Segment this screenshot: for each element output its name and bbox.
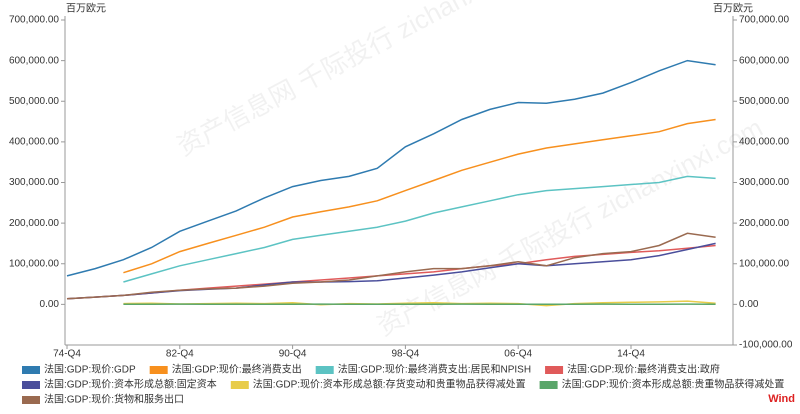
- legend-swatch: [545, 366, 563, 374]
- y2-tick-label: 500,000.00: [739, 96, 789, 107]
- y2-tick-label: 200,000.00: [739, 218, 789, 229]
- legend-label: 法国:GDP:现价:最终消费支出:居民和NPISH: [338, 363, 531, 376]
- legend-swatch: [22, 366, 40, 374]
- legend-label: 法国:GDP:现价:GDP: [44, 363, 136, 376]
- legend-swatch: [316, 366, 334, 374]
- y2-tick-label: 400,000.00: [739, 137, 789, 148]
- series-line: [67, 61, 716, 276]
- legend-swatch: [22, 381, 40, 389]
- legend-swatch: [540, 381, 558, 389]
- y-tick-label: 300,000.00: [9, 177, 59, 188]
- legend-swatch: [150, 366, 168, 374]
- y2-tick-label: 300,000.00: [739, 177, 789, 188]
- legend-label: 法国:GDP:现价:资本形成总额:贵重物品获得减处置: [562, 378, 785, 391]
- watermark: 资产信息网 千际投行 zichanxinxi.com: [372, 112, 767, 341]
- legend-label: 法国:GDP:现价:资本形成总额:存货变动和贵重物品获得减处置: [253, 378, 526, 391]
- x-tick-label: 90-Q4: [279, 349, 307, 360]
- y-tick-label: 100,000.00: [9, 258, 59, 269]
- series-line: [67, 243, 716, 298]
- y-tick-label: 0.00: [40, 299, 60, 310]
- legend-swatch: [231, 381, 249, 389]
- y2-tick-label: 100,000.00: [739, 258, 789, 269]
- y2-tick-label: 600,000.00: [739, 55, 789, 66]
- watermark: 资产信息网 千际投行 zichanxinxi.com: [172, 0, 567, 161]
- y-tick-label: 600,000.00: [9, 55, 59, 66]
- legend-swatch: [22, 396, 40, 404]
- x-tick-label: 74-Q4: [53, 349, 81, 360]
- legend-label: 法国:GDP:现价:最终消费支出:政府: [567, 363, 720, 376]
- y-unit: 百万欧元: [66, 3, 106, 15]
- x-tick-label: 14-Q4: [617, 349, 645, 360]
- y-tick-label: 400,000.00: [9, 137, 59, 148]
- legend-label: 法国:GDP:现价:资本形成总额:固定资本: [44, 378, 217, 391]
- y-tick-label: 700,000.00: [9, 15, 59, 26]
- y2-tick-label: 0.00: [739, 299, 759, 310]
- y2-tick-label: -100,000.00: [739, 340, 793, 351]
- x-tick-label: 06-Q4: [504, 349, 532, 360]
- y2-tick-label: 700,000.00: [739, 15, 789, 26]
- x-tick-label: 82-Q4: [166, 349, 194, 360]
- legend-label: 法国:GDP:现价:最终消费支出: [172, 363, 302, 376]
- y-tick-label: 500,000.00: [9, 96, 59, 107]
- y-tick-label: 200,000.00: [9, 218, 59, 229]
- source: Wind: [768, 393, 795, 405]
- series-line: [67, 233, 716, 298]
- legend-label: 法国:GDP:现价:货物和服务出口: [44, 393, 184, 406]
- y2-unit: 百万欧元: [713, 3, 753, 15]
- x-tick-label: 98-Q4: [392, 349, 420, 360]
